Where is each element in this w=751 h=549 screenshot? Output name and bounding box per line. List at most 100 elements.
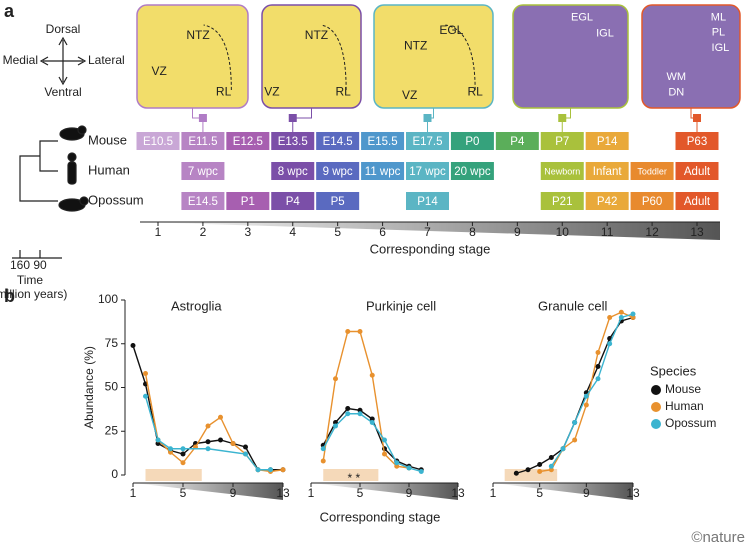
stage-tick-label: 11: [601, 225, 614, 239]
data-point: [205, 439, 211, 445]
stage-cell-label: P60: [642, 196, 662, 208]
stage-cell-label: P4: [286, 196, 301, 208]
data-point: [143, 371, 148, 376]
stage-cell-label: 17 wpc: [409, 166, 446, 178]
data-point: [595, 376, 601, 382]
stage-cell: [361, 132, 405, 150]
data-point: [618, 315, 624, 320]
stage-cell: [226, 192, 270, 210]
species-label: Mouse: [88, 132, 127, 147]
series-line: [144, 373, 284, 473]
stage-cell: [540, 162, 584, 180]
data-point: [607, 315, 613, 320]
y-tick-label: 0: [111, 467, 118, 481]
data-point: [607, 341, 613, 347]
stage-cell-label: 11 wpc: [365, 166, 401, 178]
stage-gradient: [493, 483, 633, 500]
data-point: [394, 463, 400, 469]
stage-cell: [406, 132, 449, 150]
data-point: [218, 414, 223, 420]
data-point: [143, 393, 148, 399]
data-point: [369, 420, 375, 425]
region-label: VZ: [264, 85, 279, 99]
data-point: [583, 402, 589, 408]
data-point: [155, 437, 161, 443]
stage-cell-label: Infant: [593, 166, 623, 178]
data-point: [418, 469, 424, 474]
stage-tick-label: 3: [244, 225, 251, 239]
stage-gradient: [140, 222, 720, 240]
stage-tick-label: 8: [469, 225, 476, 239]
stage-cell: [181, 132, 225, 150]
connector: [561, 108, 571, 132]
data-point: [268, 467, 273, 473]
stage-cell-label: E12.5: [233, 136, 263, 148]
micrograph: [136, 4, 249, 109]
stage-cell-label: P14: [597, 136, 618, 148]
stage-cell: [675, 132, 719, 150]
x-tick-label: 9: [583, 486, 590, 500]
region-label: VZ: [402, 88, 417, 102]
legend-swatch: [651, 402, 661, 412]
data-point: [180, 451, 186, 457]
stage-cell: [540, 132, 584, 150]
stage-cell: [540, 192, 584, 210]
data-point: [320, 458, 326, 464]
data-point: [369, 372, 375, 378]
data-point: [280, 467, 286, 473]
stage-cell-label: E14.5: [188, 196, 218, 208]
migration-arrow: [321, 24, 347, 91]
stage-tick-label: 9: [514, 225, 521, 239]
data-point: [630, 311, 636, 317]
x-tick-label: 13: [626, 486, 640, 500]
stage-cell-label: P7: [555, 136, 569, 148]
y-tick-label: 75: [105, 336, 119, 350]
data-point: [394, 460, 400, 466]
stage-cell-label: Adult: [684, 196, 711, 208]
stage-marker: [558, 114, 567, 122]
stage-cell: [316, 192, 360, 210]
time-tick: 90: [33, 258, 47, 272]
data-point: [345, 406, 351, 411]
legend-label: Human: [665, 399, 704, 413]
data-point: [406, 465, 412, 471]
migration-arrow: [203, 24, 232, 91]
data-point: [382, 437, 387, 443]
stage-marker: [693, 114, 701, 122]
stage-marker: [288, 114, 297, 122]
series-line: [516, 316, 634, 474]
x-tick-label: 5: [180, 486, 187, 500]
stage-cell-label: Adult: [684, 166, 711, 178]
legend-swatch: [651, 419, 661, 429]
stage-cell-label: P5: [331, 196, 345, 208]
legend-title: Species: [650, 363, 697, 378]
stage-cell: [316, 162, 360, 180]
data-point: [595, 364, 601, 369]
reference-band: [323, 469, 379, 481]
legend-label: Opossum: [665, 416, 716, 430]
x-axis-label: Corresponding stage: [320, 509, 441, 524]
data-point: [333, 423, 338, 429]
region-label: EGL: [439, 23, 463, 37]
data-point: [560, 446, 566, 452]
data-point: [180, 446, 186, 452]
data-point: [583, 393, 589, 399]
compass-label: Ventral: [44, 85, 81, 99]
compass: [39, 36, 87, 86]
stage-cell: [271, 132, 315, 150]
stage-cell-label: E10.5: [143, 136, 173, 148]
region-label: RL: [467, 85, 483, 99]
stage-cell: [495, 132, 539, 150]
data-point: [537, 469, 543, 474]
region-label: IGL: [596, 28, 614, 40]
reference-band: [145, 469, 202, 481]
data-point: [548, 467, 554, 473]
data-point: [243, 444, 248, 450]
x-tick-label: 9: [230, 486, 237, 500]
data-point: [130, 343, 136, 348]
data-point: [255, 467, 261, 473]
data-point: [168, 446, 173, 452]
connector: [292, 108, 312, 132]
